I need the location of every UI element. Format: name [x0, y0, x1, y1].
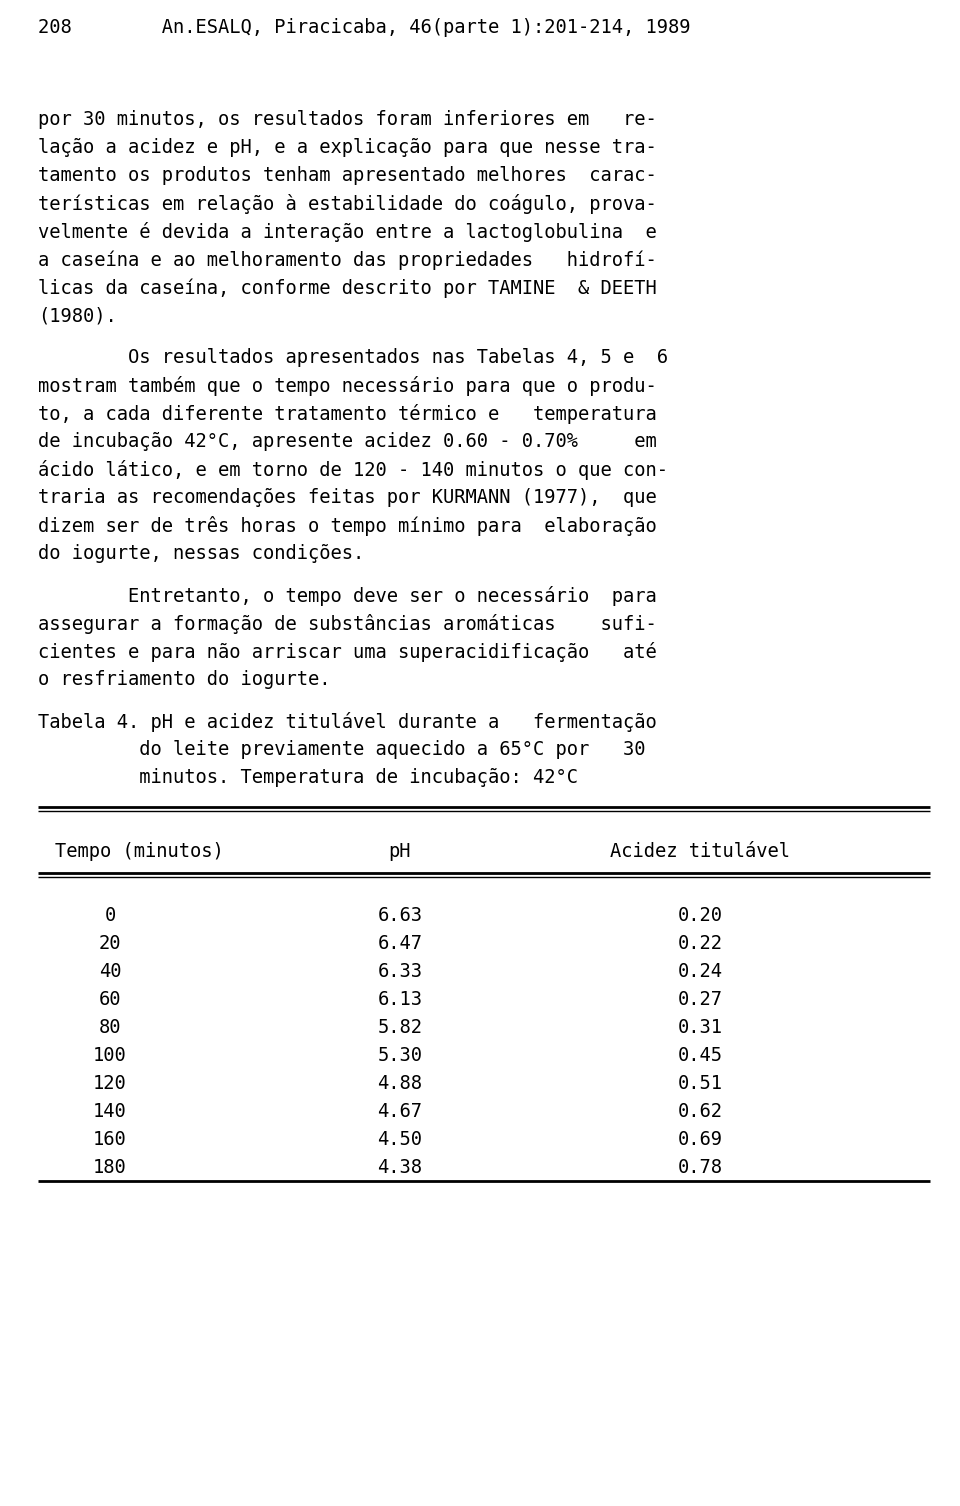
Text: 0.69: 0.69: [678, 1130, 723, 1149]
Text: ácido lático, e em torno de 120 - 140 minutos o que con-: ácido lático, e em torno de 120 - 140 mi…: [38, 459, 668, 480]
Text: 6.63: 6.63: [377, 907, 422, 925]
Text: 6.47: 6.47: [377, 934, 422, 953]
Text: minutos. Temperatura de incubação: 42°C: minutos. Temperatura de incubação: 42°C: [38, 768, 578, 788]
Text: 80: 80: [99, 1018, 121, 1038]
Text: cientes e para não arriscar uma superacidificação   até: cientes e para não arriscar uma superaci…: [38, 642, 657, 663]
Text: 0.78: 0.78: [678, 1158, 723, 1178]
Text: 160: 160: [93, 1130, 127, 1149]
Text: 0.27: 0.27: [678, 991, 723, 1009]
Text: 0.62: 0.62: [678, 1102, 723, 1120]
Text: 0.45: 0.45: [678, 1047, 723, 1065]
Text: terísticas em relação à estabilidade do coágulo, prova-: terísticas em relação à estabilidade do …: [38, 194, 657, 214]
Text: 4.88: 4.88: [377, 1074, 422, 1093]
Text: 0.22: 0.22: [678, 934, 723, 953]
Text: lação a acidez e pH, e a explicação para que nesse tra-: lação a acidez e pH, e a explicação para…: [38, 139, 657, 157]
Text: do leite previamente aquecido a 65°C por   30: do leite previamente aquecido a 65°C por…: [38, 739, 645, 759]
Text: 40: 40: [99, 962, 121, 982]
Text: tamento os produtos tenham apresentado melhores  carac-: tamento os produtos tenham apresentado m…: [38, 166, 657, 185]
Text: Os resultados apresentados nas Tabelas 4, 5 e  6: Os resultados apresentados nas Tabelas 4…: [38, 348, 668, 367]
Text: 180: 180: [93, 1158, 127, 1178]
Text: 5.82: 5.82: [377, 1018, 422, 1038]
Text: 20: 20: [99, 934, 121, 953]
Text: traria as recomendações feitas por KURMANN (1977),  que: traria as recomendações feitas por KURMA…: [38, 488, 657, 508]
Text: 0.31: 0.31: [678, 1018, 723, 1038]
Text: 60: 60: [99, 991, 121, 1009]
Text: 4.38: 4.38: [377, 1158, 422, 1178]
Text: 0.24: 0.24: [678, 962, 723, 982]
Text: pH: pH: [389, 842, 411, 861]
Text: dizem ser de três horas o tempo mínimo para  elaboração: dizem ser de três horas o tempo mínimo p…: [38, 517, 657, 536]
Text: Tempo (minutos): Tempo (minutos): [55, 842, 224, 861]
Text: (1980).: (1980).: [38, 306, 117, 325]
Text: mostram também que o tempo necessário para que o produ-: mostram também que o tempo necessário pa…: [38, 376, 657, 396]
Text: Tabela 4. pH e acidez titulável durante a   fermentação: Tabela 4. pH e acidez titulável durante …: [38, 712, 657, 732]
Text: 6.33: 6.33: [377, 962, 422, 982]
Text: Entretanto, o tempo deve ser o necessário  para: Entretanto, o tempo deve ser o necessári…: [38, 586, 657, 605]
Text: o resfriamento do iogurte.: o resfriamento do iogurte.: [38, 670, 330, 690]
Text: 0: 0: [105, 907, 115, 925]
Text: to, a cada diferente tratamento térmico e   temperatura: to, a cada diferente tratamento térmico …: [38, 404, 657, 425]
Text: 0.51: 0.51: [678, 1074, 723, 1093]
Text: 4.50: 4.50: [377, 1130, 422, 1149]
Text: 140: 140: [93, 1102, 127, 1120]
Text: do iogurte, nessas condições.: do iogurte, nessas condições.: [38, 544, 364, 563]
Text: 5.30: 5.30: [377, 1047, 422, 1065]
Text: por 30 minutos, os resultados foram inferiores em   re-: por 30 minutos, os resultados foram infe…: [38, 110, 657, 130]
Text: velmente é devida a interação entre a lactoglobulina  e: velmente é devida a interação entre a la…: [38, 221, 657, 242]
Text: 120: 120: [93, 1074, 127, 1093]
Text: 0.20: 0.20: [678, 907, 723, 925]
Text: licas da caseína, conforme descrito por TAMINE  & DEETH: licas da caseína, conforme descrito por …: [38, 279, 657, 298]
Text: a caseína e ao melhoramento das propriedades   hidrofí-: a caseína e ao melhoramento das propried…: [38, 250, 657, 270]
Text: assegurar a formação de substâncias aromáticas    sufi-: assegurar a formação de substâncias arom…: [38, 614, 657, 634]
Text: de incubação 42°C, apresente acidez 0.60 - 0.70%     em: de incubação 42°C, apresente acidez 0.60…: [38, 432, 657, 450]
Text: 208        An.ESALQ, Piracicaba, 46(parte 1):201-214, 1989: 208 An.ESALQ, Piracicaba, 46(parte 1):20…: [38, 18, 690, 38]
Text: Acidez titulável: Acidez titulável: [610, 842, 790, 861]
Text: 4.67: 4.67: [377, 1102, 422, 1120]
Text: 6.13: 6.13: [377, 991, 422, 1009]
Text: 100: 100: [93, 1047, 127, 1065]
